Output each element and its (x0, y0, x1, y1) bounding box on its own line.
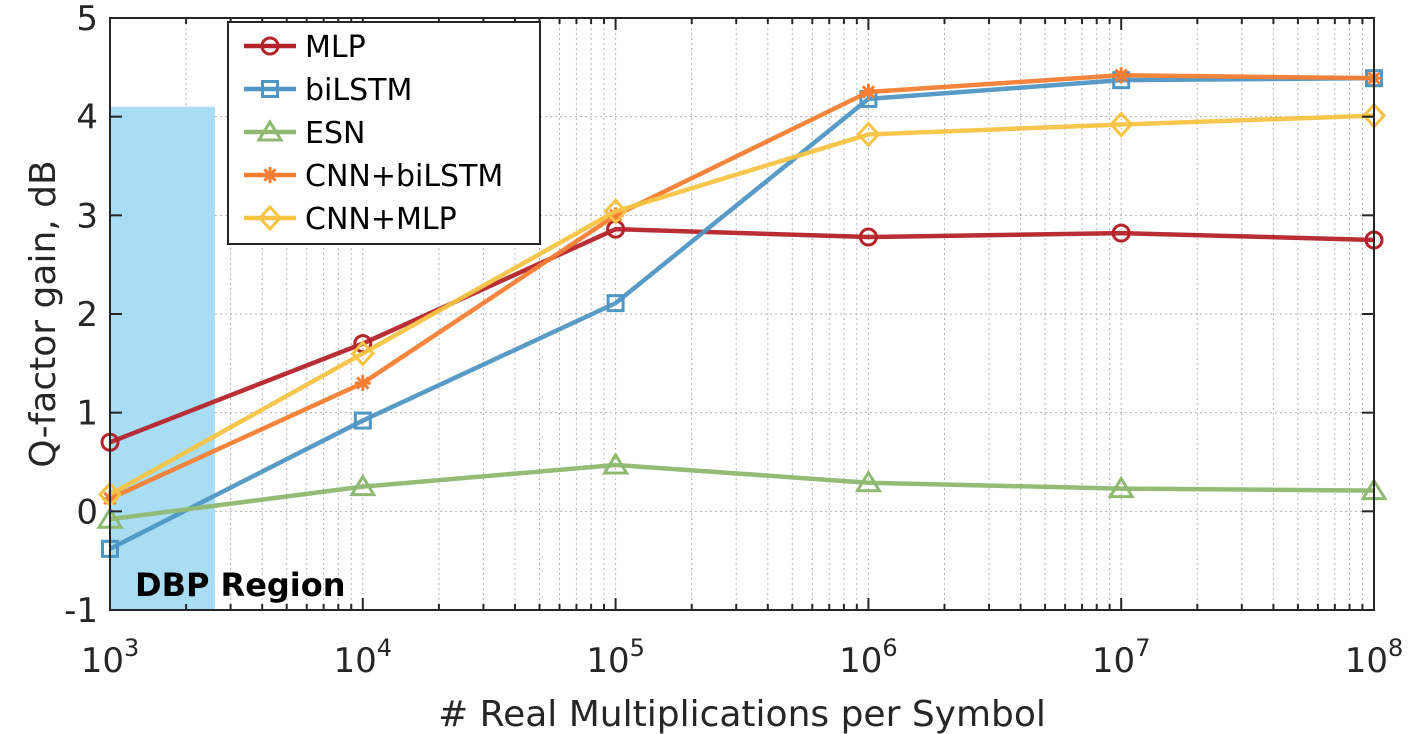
legend-label: biLSTM (305, 73, 412, 108)
series-line-mlp (109, 226, 1375, 445)
data-point-esn (349, 473, 377, 497)
legend-marker-cnn-mlp (257, 204, 283, 232)
legend-item-cnn-mlp: CNN+MLP (244, 202, 457, 237)
data-point-cnn-bilstm (1113, 67, 1130, 84)
y-tick-label: -1 (64, 591, 98, 631)
y-tick-label: 2 (76, 295, 98, 335)
legend-label: MLP (305, 30, 366, 65)
y-tick-label: 5 (76, 0, 98, 39)
series-line-esn (109, 462, 1375, 522)
data-point-esn (854, 469, 883, 493)
y-tick-label: 3 (76, 196, 98, 236)
legend-label: ESN (305, 116, 365, 151)
data-point-bilstm (606, 294, 625, 313)
data-point-mlp (1111, 223, 1131, 243)
legend-item-esn: ESN (244, 116, 365, 151)
series-line-cnn-mlp (108, 113, 1375, 497)
legend-label: CNN+MLP (305, 202, 457, 237)
data-point-esn (1107, 475, 1135, 499)
x-tick-label: 105 (586, 634, 645, 681)
series-line-cnn-bilstm (109, 72, 1375, 501)
data-point-esn (601, 452, 630, 475)
y-axis-title: Q-factor gain, dB (23, 160, 64, 467)
x-axis-title: # Real Multiplications per Symbol (438, 694, 1046, 734)
legend-item-mlp: MLP (244, 30, 366, 65)
data-point-cnn-mlp (1109, 111, 1134, 138)
x-tick-label: 104 (334, 634, 393, 681)
data-point-cnn-bilstm (860, 84, 877, 100)
x-tick-label: 103 (81, 634, 140, 681)
region-label: DBP Region (135, 566, 346, 604)
legend: MLP biLSTM ESN CNN+biLSTM CNN+MLP (227, 21, 541, 245)
legend-marker-bilstm (261, 80, 279, 98)
y-tick-label: 4 (76, 98, 98, 138)
x-tick-label: 106 (839, 634, 898, 681)
legend-marker-mlp (260, 36, 280, 56)
data-point-cnn-bilstm (354, 375, 371, 392)
series-esn (96, 452, 1388, 529)
data-point-mlp (858, 227, 878, 247)
legend-label: CNN+biLSTM (305, 159, 503, 194)
data-point-cnn-mlp (350, 340, 375, 367)
legend-marker-esn (256, 119, 284, 142)
y-tick-label: 1 (76, 394, 98, 434)
x-tick-label: 107 (1092, 634, 1151, 681)
legend-item-cnn-bilstm: CNN+biLSTM (244, 159, 503, 194)
series-line-bilstm (108, 75, 1375, 551)
x-tick-label: 108 (1345, 634, 1404, 681)
legend-marker-cnn-bilstm (262, 167, 278, 183)
data-point-cnn-mlp (603, 198, 628, 225)
data-point-cnn-mlp (856, 121, 881, 148)
legend-item-bilstm: biLSTM (244, 73, 412, 108)
data-point-bilstm (353, 411, 372, 430)
dbp-region-band (111, 106, 215, 611)
y-tick-label: 0 (76, 492, 98, 532)
